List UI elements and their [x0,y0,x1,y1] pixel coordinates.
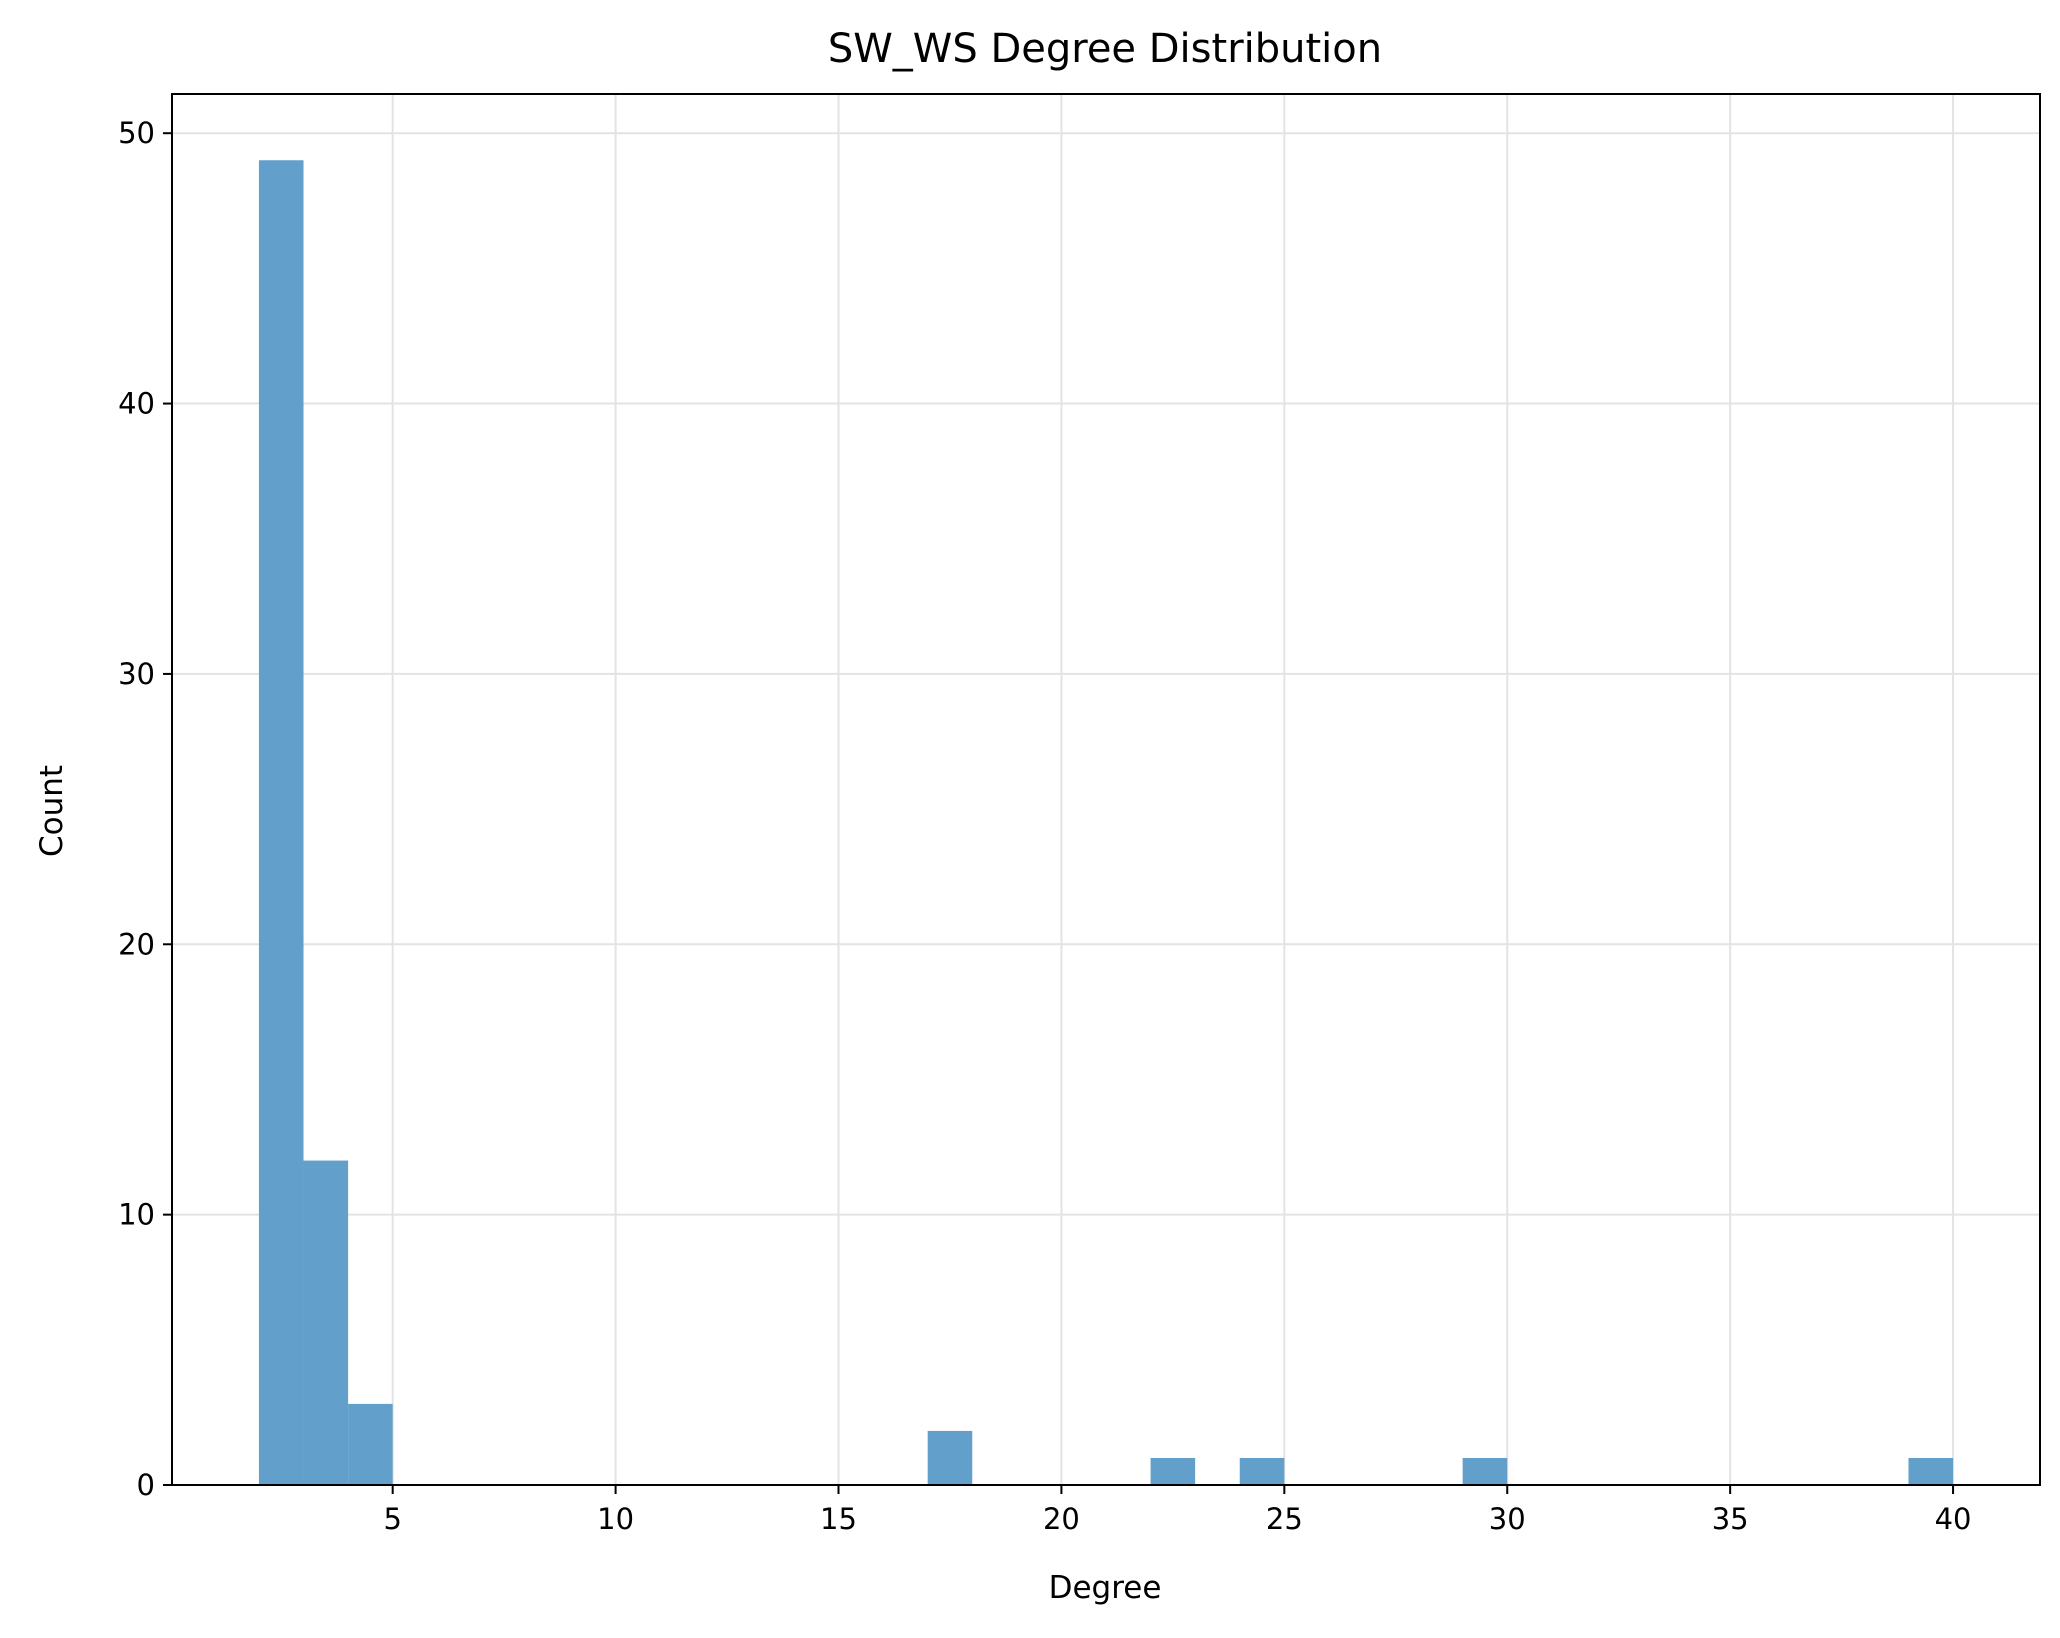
x-tick-label: 35 [1712,1502,1749,1536]
x-tick-label: 25 [1266,1502,1303,1536]
histogram-bar [348,1403,393,1485]
chart-title: SW_WS Degree Distribution [828,26,1382,72]
y-axis-ticks: 0 10 20 30 40 50 [118,116,172,1502]
x-tick-label: 20 [1043,1502,1080,1536]
y-tick-label: 0 [137,1468,155,1502]
x-tick-label: 5 [383,1502,401,1536]
histogram-bar [1908,1457,1954,1485]
y-axis-title: Count [34,765,70,857]
y-tick-label: 40 [118,387,155,421]
histogram-bar [303,1160,349,1485]
histogram-bar [258,160,304,1486]
x-axis-ticks: 5 10 15 20 25 30 35 40 [383,1485,1972,1536]
y-tick-label: 30 [118,657,155,691]
histogram-bar [1150,1457,1196,1485]
histogram-bars [258,160,1954,1486]
x-axis-title: Degree [1049,1570,1162,1606]
histogram-bar [1239,1457,1285,1485]
x-tick-label: 10 [597,1502,634,1536]
y-tick-label: 50 [118,116,155,150]
y-tick-label: 10 [118,1198,155,1232]
y-tick-label: 20 [118,927,155,961]
histogram-bar [927,1430,973,1485]
x-tick-label: 40 [1935,1502,1972,1536]
plot-area-frame [171,93,2041,1486]
x-tick-label: 30 [1489,1502,1526,1536]
histogram-bar [1462,1457,1508,1485]
x-tick-label: 15 [820,1502,857,1536]
